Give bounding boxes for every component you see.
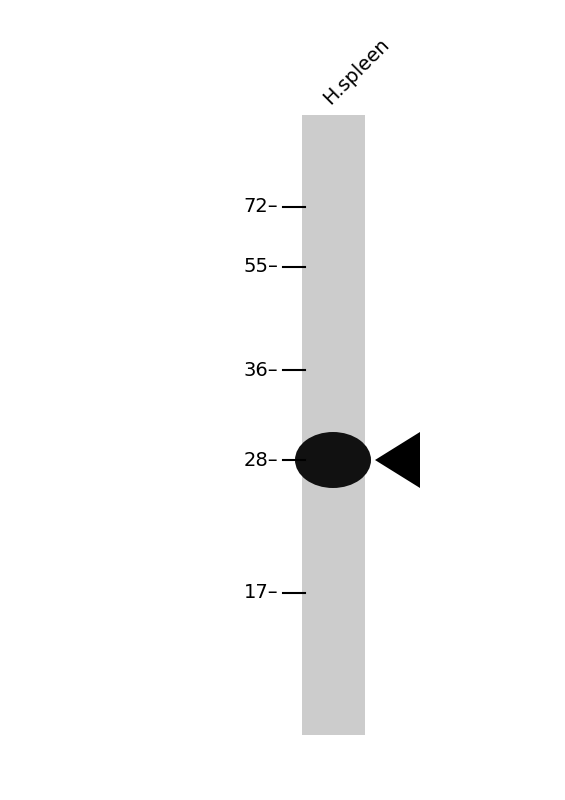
Text: 55–: 55– xyxy=(243,258,278,277)
Ellipse shape xyxy=(295,432,371,488)
Text: 28–: 28– xyxy=(244,450,278,470)
Text: H.spleen: H.spleen xyxy=(320,34,393,108)
Polygon shape xyxy=(375,432,420,488)
Text: 72–: 72– xyxy=(244,198,278,217)
Text: 17–: 17– xyxy=(244,583,278,602)
Text: 36–: 36– xyxy=(244,361,278,379)
Bar xyxy=(302,115,365,735)
